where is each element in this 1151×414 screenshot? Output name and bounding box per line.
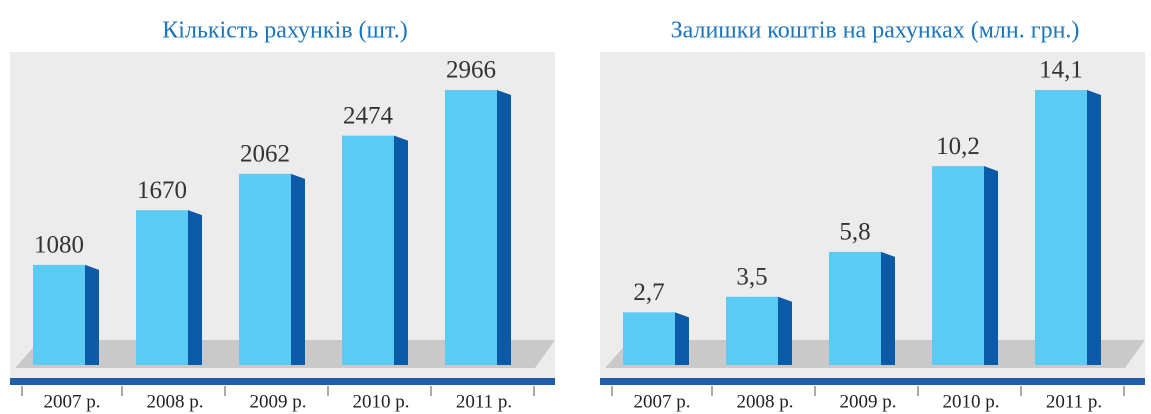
bar: [33, 265, 85, 365]
bar-side: [675, 312, 689, 365]
x-tick-label: 2011 р.: [456, 391, 512, 412]
value-label: 1670: [137, 177, 187, 204]
x-tick-label: 2007 р.: [634, 391, 691, 412]
bar: [136, 210, 188, 365]
x-tick-label: 2008 р.: [147, 391, 204, 412]
x-axis: [600, 378, 1145, 385]
bar-side: [188, 210, 202, 365]
x-tick-label: 2010 р.: [943, 391, 1000, 412]
value-label: 2474: [343, 102, 394, 129]
x-tick-label: 2011 р.: [1046, 391, 1102, 412]
value-label: 2,7: [633, 279, 664, 306]
page: Кількість рахунків (шт.) 1080 2007 р. 1670 2…: [0, 0, 1151, 414]
value-label: 5,8: [839, 219, 870, 246]
value-label: 2966: [446, 57, 496, 84]
bar-side: [497, 90, 511, 365]
bar: [445, 90, 497, 365]
chart-title: Кількість рахунків (шт.): [162, 18, 407, 44]
bar-side: [85, 265, 99, 365]
x-axis: [10, 378, 555, 385]
bar-side: [778, 297, 792, 365]
x-tick-label: 2008 р.: [737, 391, 794, 412]
bar: [1035, 90, 1087, 365]
value-label: 10,2: [936, 133, 980, 160]
bar-side: [394, 136, 408, 365]
bar-side: [881, 252, 895, 365]
value-label: 2062: [240, 141, 290, 168]
value-label: 14,1: [1039, 57, 1083, 84]
chart-title: Залишки коштів на рахунках (млн. грн.): [671, 18, 1080, 44]
value-label: 3,5: [736, 263, 767, 290]
x-tick-label: 2009 р.: [250, 391, 307, 412]
x-tick-label: 2009 р.: [840, 391, 897, 412]
bar-side: [1087, 90, 1101, 365]
value-label: 1080: [34, 232, 84, 259]
x-tick-label: 2007 р.: [44, 391, 101, 412]
x-tick-label: 2010 р.: [353, 391, 410, 412]
bar: [829, 252, 881, 365]
bar-side: [291, 174, 305, 365]
bar: [726, 297, 778, 365]
bar: [342, 136, 394, 365]
bar: [239, 174, 291, 365]
bar: [932, 166, 984, 365]
bar-side: [984, 166, 998, 365]
bar: [623, 312, 675, 365]
